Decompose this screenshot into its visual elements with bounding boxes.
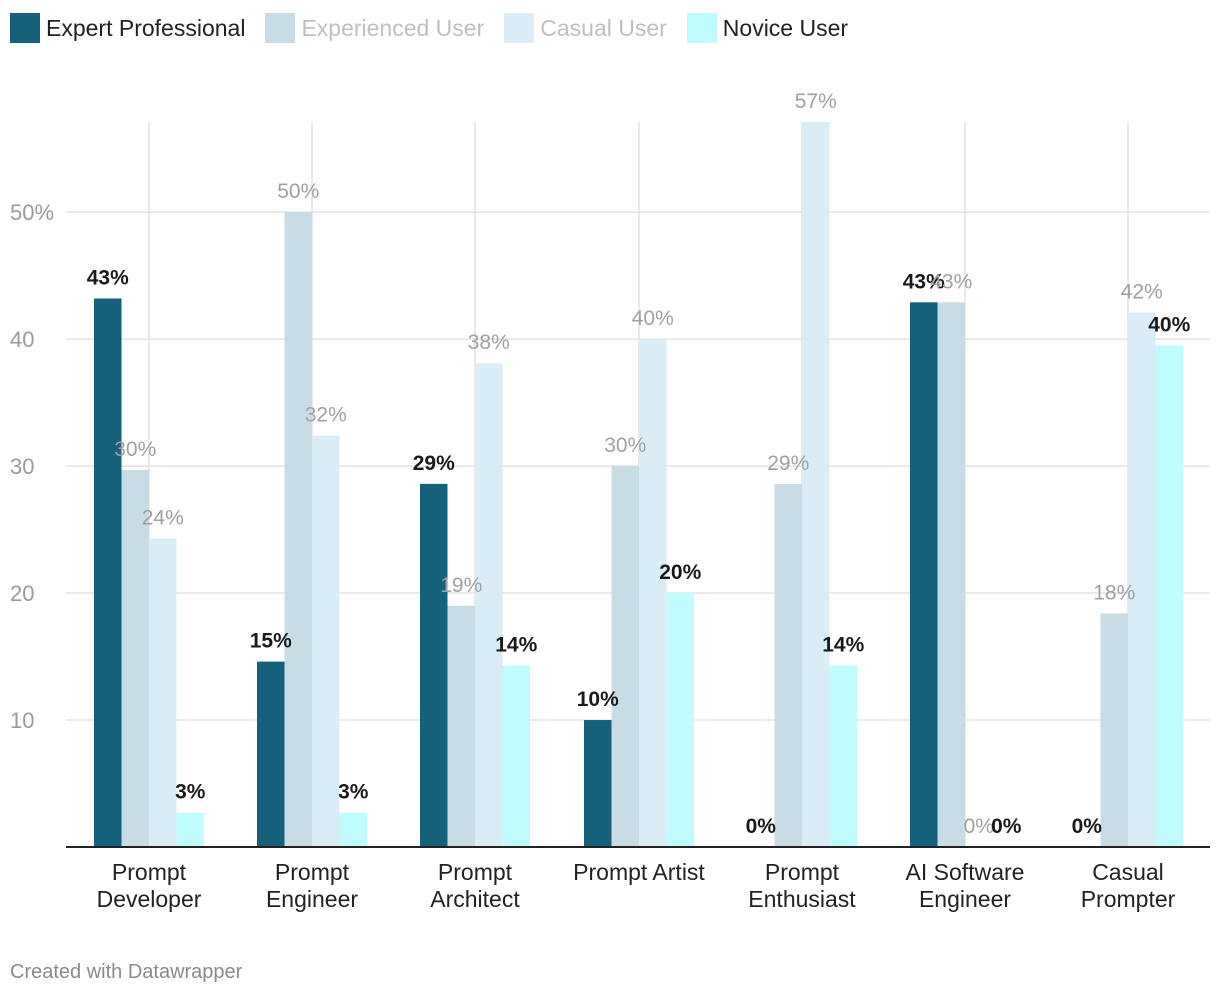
data-label: 29% xyxy=(413,452,455,475)
x-tick-label: Developer xyxy=(97,886,202,912)
legend-swatch xyxy=(686,13,717,43)
x-tick-label: Prompt xyxy=(112,859,187,885)
credit-text: Created with Datawrapper xyxy=(10,961,243,983)
bar xyxy=(937,302,965,847)
data-label: 3% xyxy=(175,781,206,804)
x-tick-label: Prompt xyxy=(438,859,513,885)
data-label: 40% xyxy=(1148,313,1190,336)
data-label: 18% xyxy=(1093,581,1135,604)
x-tick-label: AI Software xyxy=(906,859,1025,885)
data-label: 19% xyxy=(440,574,482,597)
legend-item: Expert Professional xyxy=(10,13,245,43)
legend-item: Novice User xyxy=(686,13,849,43)
data-label: 32% xyxy=(305,404,347,427)
data-label: 57% xyxy=(795,90,837,113)
bar xyxy=(339,812,367,847)
legend-swatch xyxy=(265,13,296,43)
bar xyxy=(774,483,802,847)
data-label: 43% xyxy=(930,270,972,293)
legend-label: Expert Professional xyxy=(46,14,246,41)
bar xyxy=(475,363,503,847)
legend-swatch xyxy=(504,13,535,43)
data-label: 14% xyxy=(822,633,864,656)
legend-label: Novice User xyxy=(722,14,849,41)
data-label: 43% xyxy=(903,270,945,293)
legend-item: Experienced User xyxy=(265,13,484,43)
bar xyxy=(420,483,448,847)
legend-swatch xyxy=(10,13,40,43)
bar xyxy=(447,605,475,847)
legend-item: Casual User xyxy=(504,13,667,43)
bar xyxy=(149,538,177,847)
bar xyxy=(829,665,857,847)
data-label: 14% xyxy=(495,633,537,656)
y-tick-label: 30 xyxy=(10,454,34,479)
data-label: 42% xyxy=(1121,280,1163,303)
y-tick-label: 50% xyxy=(10,200,54,225)
legend-label: Casual User xyxy=(540,14,667,41)
y-tick-label: 10 xyxy=(10,708,34,733)
x-tick-label: Prompter xyxy=(1081,886,1176,912)
data-label: 3% xyxy=(338,781,369,804)
bar xyxy=(584,720,612,847)
bar xyxy=(94,298,122,847)
bar xyxy=(666,593,694,847)
data-label: 30% xyxy=(604,434,646,457)
data-label: 40% xyxy=(632,307,674,330)
bar xyxy=(1100,613,1128,847)
data-label: 43% xyxy=(87,266,129,289)
bar xyxy=(611,466,639,847)
bar xyxy=(176,812,204,847)
y-tick-label: 20 xyxy=(10,581,34,606)
data-label: 20% xyxy=(659,561,701,584)
data-label: 15% xyxy=(250,630,292,653)
data-label: 0% xyxy=(1072,815,1103,838)
bar xyxy=(802,122,830,847)
x-tick-label: Prompt Artist xyxy=(573,859,705,885)
data-label: 38% xyxy=(468,331,510,354)
x-tick-label: Prompt xyxy=(275,859,350,885)
bar xyxy=(121,469,149,847)
bar xyxy=(639,339,667,847)
data-label: 30% xyxy=(114,438,156,461)
data-label: 0% xyxy=(964,815,994,838)
bar xyxy=(312,435,340,847)
bar xyxy=(257,661,285,847)
chart-legend: Expert Professional Experienced User Casua… xyxy=(10,12,868,44)
bar xyxy=(910,302,938,847)
legend-label: Experienced User xyxy=(301,14,485,41)
bar xyxy=(1128,312,1156,848)
data-label: 50% xyxy=(277,180,319,203)
x-tick-label: Enthusiast xyxy=(748,886,856,912)
bar xyxy=(1155,345,1183,847)
x-tick-label: Engineer xyxy=(266,886,358,912)
data-label: 24% xyxy=(142,506,184,529)
bar xyxy=(502,665,530,847)
data-label: 0% xyxy=(991,815,1022,838)
x-tick-label: Casual xyxy=(1092,859,1164,885)
x-tick-label: Engineer xyxy=(919,886,1011,912)
x-tick-label: Architect xyxy=(430,886,520,912)
y-tick-label: 40 xyxy=(10,327,34,352)
data-label: 10% xyxy=(577,688,619,711)
data-label: 0% xyxy=(746,815,777,838)
bar xyxy=(284,212,312,847)
x-tick-label: Prompt xyxy=(765,859,840,885)
data-label: 29% xyxy=(767,452,809,475)
